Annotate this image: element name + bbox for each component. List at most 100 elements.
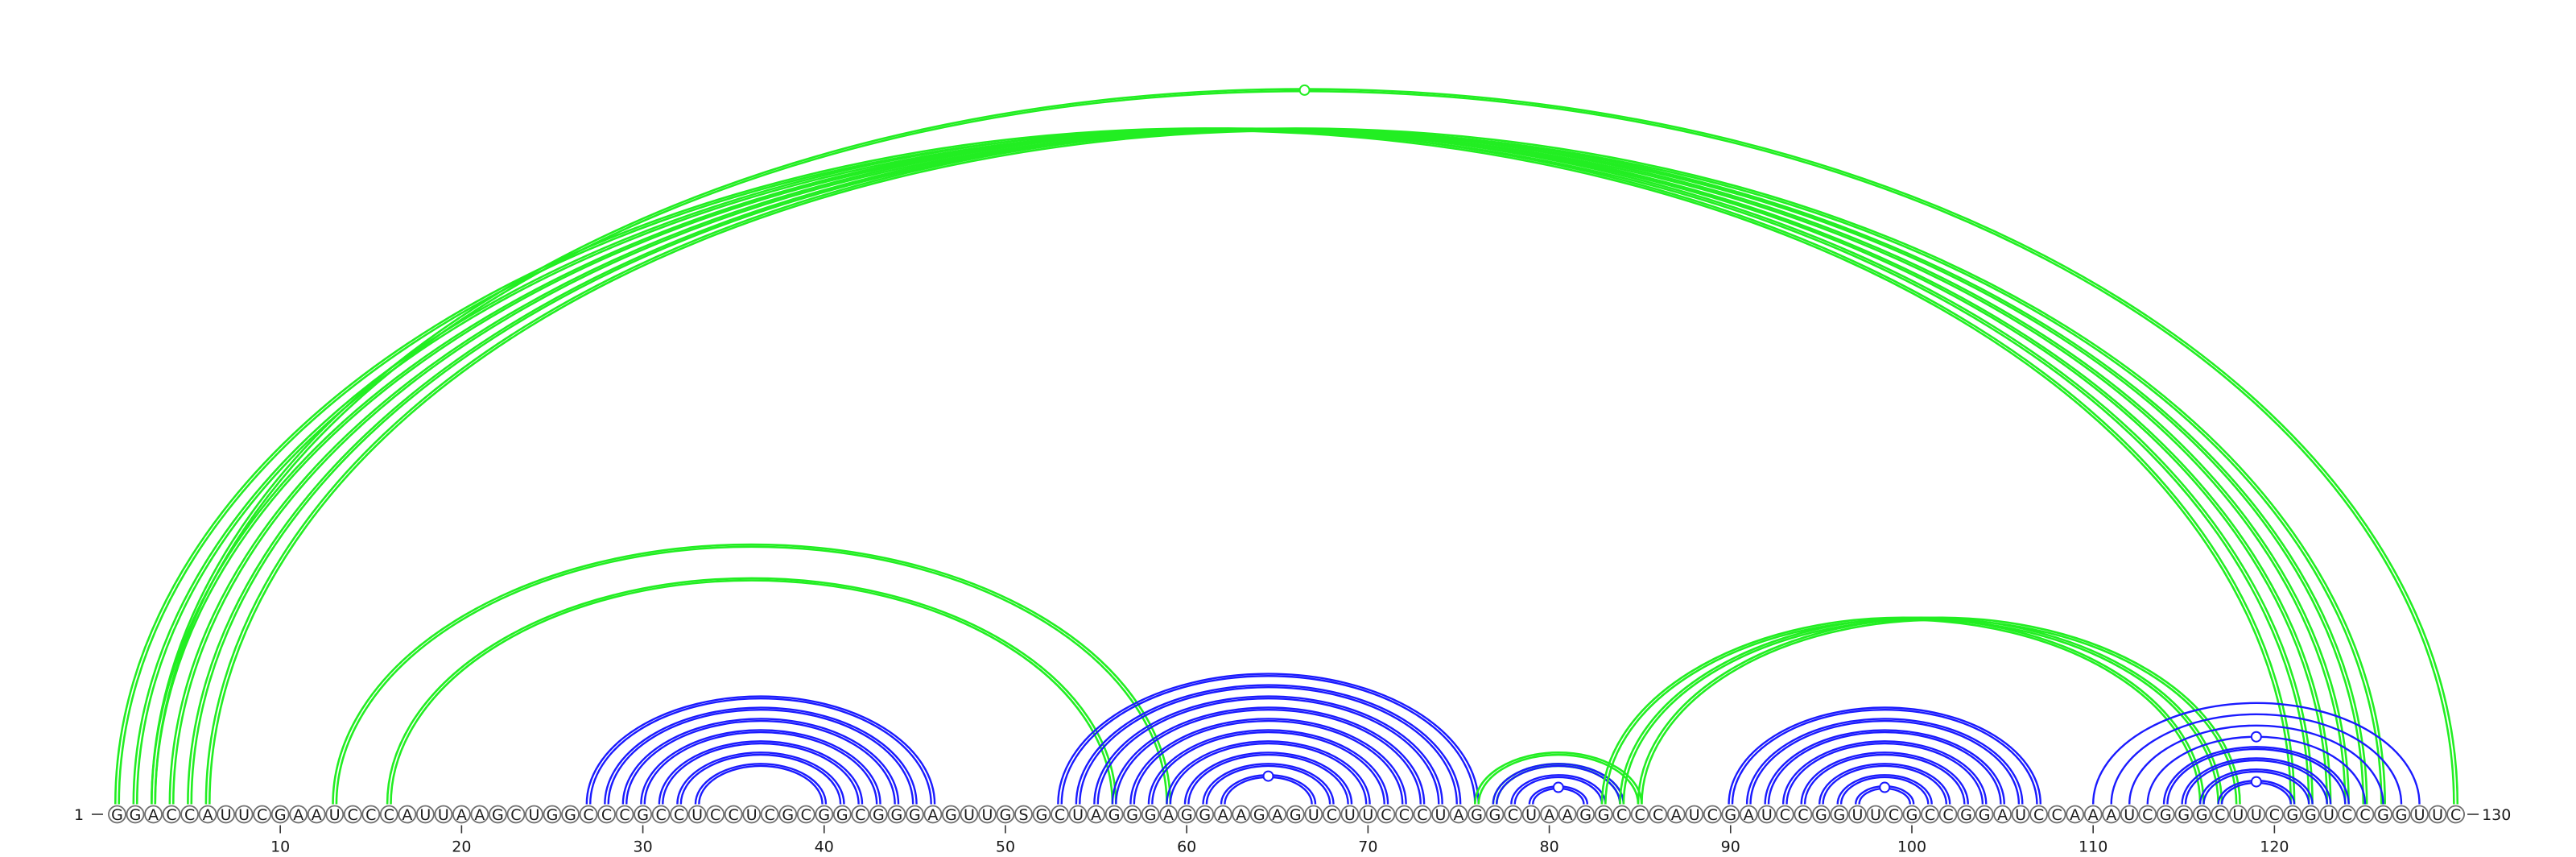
svg-text:C: C [2215, 806, 2225, 824]
pair-arc-94-103 [1803, 753, 1966, 805]
tick-label-60: 60 [1177, 838, 1196, 856]
pair-arc-30-43 [643, 731, 878, 805]
svg-text:G: G [564, 806, 576, 824]
nucleotide-117: C [2211, 805, 2230, 824]
svg-text:C: C [655, 806, 666, 824]
nucleotide-69: U [1340, 805, 1360, 824]
svg-text:G: G [2305, 806, 2317, 824]
svg-text:G: G [1036, 806, 1048, 824]
nucleotide-130: C [2446, 805, 2465, 824]
nucleotide-44: G [887, 805, 906, 824]
svg-text:C: C [1616, 806, 1627, 824]
pair-arc-55-74 [1096, 698, 1440, 805]
nucleotide-112: U [2120, 805, 2139, 824]
nucleotide-116: G [2192, 805, 2211, 824]
pair-arc-115-123 [2184, 759, 2328, 805]
svg-text:G: G [2377, 806, 2389, 824]
nucleotide-50: G [996, 805, 1015, 824]
nucleotide-34: C [706, 805, 725, 824]
svg-text:C: C [765, 806, 775, 824]
svg-text:U: U [329, 806, 341, 824]
nucleotide-24: U [525, 805, 543, 824]
pair-arc-61-68 [1202, 763, 1335, 805]
nucleotide-62: A [1213, 805, 1232, 824]
nucleotide-54: U [1068, 805, 1088, 824]
svg-text:G: G [111, 806, 123, 824]
nucleotide-111: A [2102, 805, 2121, 824]
svg-text:C: C [1327, 806, 1337, 824]
svg-text:C: C [801, 806, 811, 824]
pair-arc-96-101 [1836, 774, 1933, 805]
pair-arc-58-71 [1147, 729, 1389, 805]
arc-apex-marker-117-121 [2250, 776, 2262, 788]
svg-text:G: G [1960, 806, 1972, 824]
svg-text:U: U [691, 806, 703, 824]
nucleotide-55: A [1087, 805, 1105, 824]
pair-arc-60-69 [1187, 753, 1349, 805]
nucleotide-19: U [434, 805, 453, 824]
pair-arc-77-84 [1496, 764, 1621, 805]
nucleotide-42: C [851, 805, 870, 824]
svg-text:G: G [873, 806, 885, 824]
pair-arc-85-118 [1641, 619, 2238, 805]
svg-text:G: G [1145, 806, 1157, 824]
nucleotide-33: U [687, 805, 707, 824]
nucleotide-102: C [1938, 805, 1958, 824]
svg-text:G: G [836, 806, 848, 824]
svg-text:U: U [1308, 806, 1319, 824]
svg-text:U: U [1525, 806, 1537, 824]
svg-text:U: U [2323, 806, 2334, 824]
nucleotide-40: G [815, 805, 834, 824]
nucleotide-100: G [1902, 805, 1922, 824]
pair-arc-85-118 [1637, 616, 2241, 805]
pair-arc-95-102 [1818, 763, 1951, 805]
nucleotide-7: U [217, 805, 236, 824]
svg-text:C: C [1399, 806, 1410, 824]
nucleotide-114: G [2156, 805, 2175, 824]
nucleotide-28: C [597, 805, 616, 824]
svg-text:U: U [1852, 806, 1863, 824]
nucleotide-37: C [760, 805, 779, 824]
nucleotide-128: U [2410, 805, 2429, 824]
svg-text:A: A [1218, 806, 1228, 824]
nucleotide-92: U [1757, 805, 1777, 824]
svg-text:G: G [492, 806, 504, 824]
pair-arc-57-72 [1133, 719, 1404, 805]
svg-text:G: G [1290, 806, 1302, 824]
svg-text:U: U [2124, 806, 2135, 824]
svg-text:U: U [1761, 806, 1773, 824]
svg-text:G: G [1000, 806, 1012, 824]
nucleotide-10: G [270, 805, 290, 824]
svg-text:G: G [2178, 806, 2190, 824]
pair-arc-56-73 [1111, 706, 1426, 805]
arc-apex-marker-79-82 [1552, 781, 1564, 793]
svg-text:G: G [782, 806, 794, 824]
nucleotide-113: C [2138, 805, 2157, 824]
svg-text:G: G [1253, 806, 1265, 824]
nucleotide-15: C [361, 805, 381, 824]
nucleotide-80: A [1540, 805, 1558, 824]
pair-arc-4-124 [168, 127, 2350, 805]
pair-arc-33-40 [694, 763, 828, 805]
nucleotide-118: U [2228, 805, 2248, 824]
svg-text:U: U [1072, 806, 1084, 824]
pair-arc-92-105 [1767, 731, 2002, 805]
svg-text:C: C [2342, 806, 2352, 824]
pair-arc-78-83 [1510, 774, 1607, 805]
pair-arc-95-102 [1822, 764, 1948, 805]
nucleotide-43: G [869, 805, 888, 824]
pair-arc-13-59 [335, 545, 1168, 805]
svg-text:A: A [1563, 806, 1573, 824]
pair-arc-91-106 [1749, 719, 2021, 805]
svg-text:G: G [945, 806, 957, 824]
nucleotide-81: A [1558, 805, 1577, 824]
nucleotide-105: A [1993, 805, 2012, 824]
nucleotide-82: G [1576, 805, 1596, 824]
tick-label-80: 80 [1539, 838, 1558, 856]
tick-label-110: 110 [2079, 838, 2107, 856]
nucleotide-99: C [1885, 805, 1903, 824]
nucleotide-45: G [905, 805, 924, 824]
svg-text:C: C [365, 806, 376, 824]
nucleotide-94: C [1794, 805, 1813, 824]
svg-text:G: G [1108, 806, 1121, 824]
